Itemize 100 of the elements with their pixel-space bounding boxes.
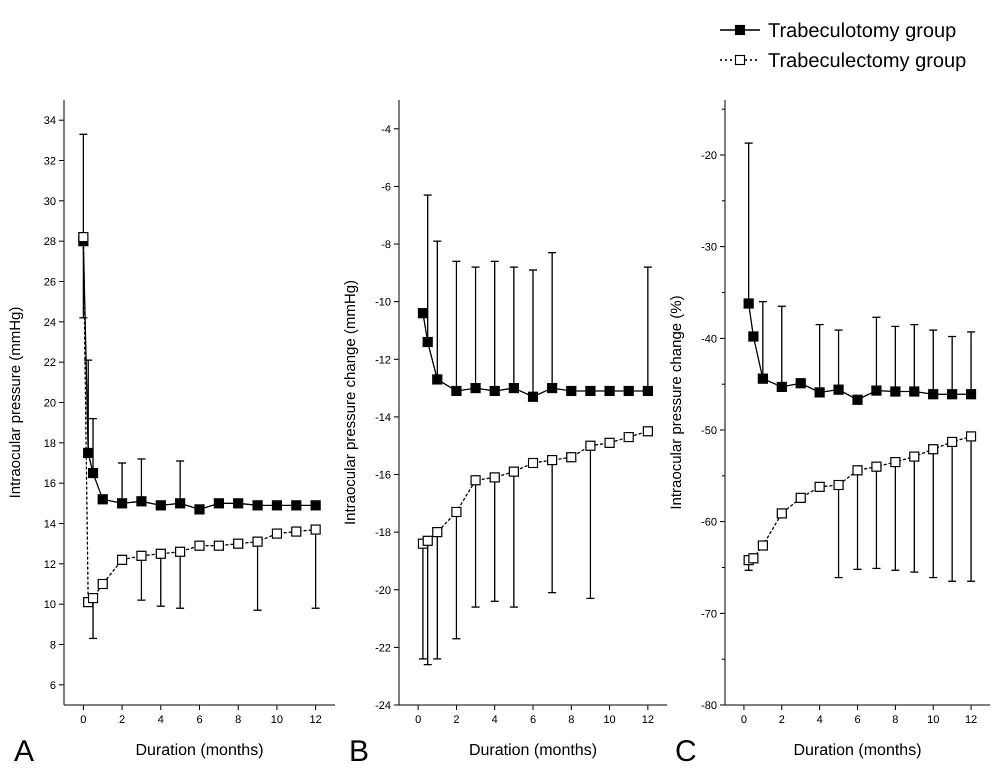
point — [776, 508, 787, 519]
x-tick-label: 6 — [854, 714, 861, 726]
point — [966, 389, 976, 400]
point — [156, 500, 166, 510]
point — [833, 480, 844, 490]
x-tick-label: 12 — [964, 714, 978, 726]
point — [422, 536, 433, 546]
x-axis-title: Duration (months) — [793, 742, 922, 759]
y-tick-label: 6 — [50, 680, 56, 692]
x-tick-label: 8 — [568, 714, 574, 726]
x-tick-label: 2 — [778, 714, 785, 726]
y-tick-label: 28 — [44, 236, 56, 248]
point — [871, 385, 882, 396]
point — [890, 386, 900, 397]
point — [909, 386, 920, 397]
point — [642, 386, 653, 396]
y-tick-label: 12 — [44, 558, 56, 571]
x-tick-label: 12 — [642, 714, 654, 726]
x-tick-label: 10 — [927, 714, 940, 726]
y-tick-label: -50 — [701, 425, 717, 437]
x-tick-label: 12 — [310, 714, 322, 726]
point — [547, 382, 558, 394]
x-tick-label: 10 — [603, 714, 616, 726]
point — [291, 500, 302, 510]
point — [98, 578, 108, 590]
point — [748, 553, 758, 564]
point — [642, 426, 653, 436]
y-tick-label: -6 — [381, 181, 391, 194]
point — [422, 336, 433, 348]
point — [214, 498, 224, 508]
x-axis-title: Duration (months) — [468, 742, 598, 759]
point — [508, 466, 519, 477]
point — [796, 492, 806, 503]
text: B — [349, 735, 370, 768]
y-tick-label: -14 — [375, 412, 391, 424]
y-tick-label: 10 — [44, 599, 56, 612]
point — [470, 382, 481, 394]
y-axis-title: Intraocular pressure (mmHg) — [7, 306, 24, 498]
y-tick-label: -4 — [381, 124, 391, 136]
y-tick-label: 34 — [44, 115, 56, 128]
point — [310, 524, 321, 535]
point — [175, 498, 186, 508]
text: C — [675, 735, 697, 768]
point — [566, 386, 576, 396]
point — [88, 593, 98, 604]
x-tick-label: 6 — [196, 714, 203, 726]
y-tick-label: -10 — [375, 296, 391, 309]
point — [272, 528, 282, 539]
point — [470, 475, 481, 486]
point — [116, 498, 128, 508]
point — [432, 374, 442, 385]
y-tick-label: -16 — [375, 470, 391, 482]
y-tick-label: 8 — [50, 640, 56, 652]
point — [233, 498, 244, 508]
point — [194, 504, 205, 514]
point — [796, 378, 806, 388]
point — [432, 527, 442, 538]
point — [175, 546, 186, 557]
x-tick-label: 2 — [453, 714, 460, 726]
point — [776, 382, 787, 392]
point — [928, 389, 938, 400]
point — [252, 500, 263, 510]
y-tick-label: 22 — [44, 357, 56, 370]
point — [909, 451, 920, 462]
point — [451, 386, 462, 396]
point — [310, 500, 321, 510]
point — [451, 506, 462, 518]
y-axis-title: Intraocular pressure change (mmHg) — [342, 280, 359, 526]
point — [890, 456, 900, 468]
point — [947, 389, 958, 400]
point — [98, 494, 108, 504]
point — [508, 382, 519, 394]
point — [624, 432, 634, 442]
legend-label: Trabeculotomy group — [768, 20, 956, 42]
point — [78, 232, 88, 242]
point — [871, 462, 882, 472]
point — [214, 540, 224, 551]
y-tick-label: -8 — [381, 239, 391, 252]
point — [83, 448, 94, 458]
point — [272, 500, 282, 510]
point — [291, 526, 302, 537]
y-tick-label: 18 — [44, 438, 56, 450]
point — [585, 440, 596, 451]
point — [566, 452, 576, 462]
point — [418, 308, 428, 318]
y-tick-label: -30 — [701, 242, 717, 254]
point — [136, 496, 147, 506]
point — [947, 436, 958, 448]
y-tick-label: -40 — [701, 333, 717, 346]
point — [490, 472, 500, 483]
x-tick-label: 6 — [530, 714, 536, 726]
point — [624, 386, 634, 396]
point — [852, 465, 863, 476]
y-tick-label: 32 — [44, 156, 56, 168]
point — [604, 438, 615, 448]
point — [928, 444, 938, 454]
x-tick-label: 8 — [892, 714, 898, 726]
text: A — [14, 735, 34, 768]
y-tick-label: -70 — [701, 608, 717, 620]
y-tick-label: -80 — [701, 700, 717, 712]
